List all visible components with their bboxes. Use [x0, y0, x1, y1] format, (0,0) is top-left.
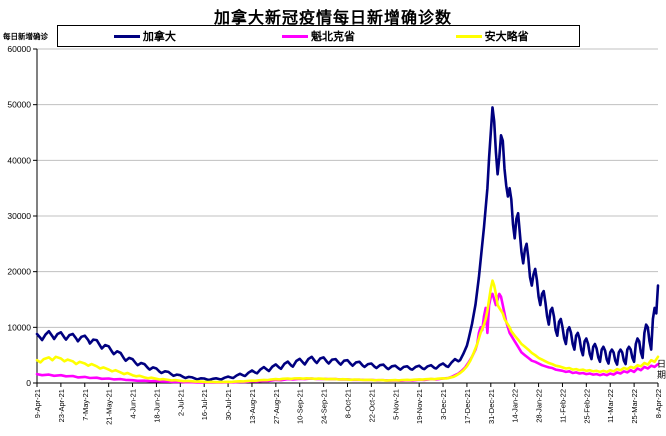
x-tick-label: 14-Jan-22	[511, 389, 520, 423]
x-tick-label: 8-Oct-21	[344, 389, 353, 418]
legend-label-canada: 加拿大	[142, 31, 176, 43]
x-tick-label: 27-Aug-21	[272, 389, 281, 424]
x-tick-label: 11-Feb-22	[558, 389, 567, 423]
x-tick-label: 21-May-21	[105, 389, 114, 425]
legend-item-quebec[interactable]: 魁北克省	[232, 28, 406, 44]
y-tick-label: 40000	[7, 155, 31, 165]
legend: 加拿大 魁北克省 安大略省	[57, 25, 580, 47]
x-tick-label: 17-Dec-21	[463, 389, 472, 424]
x-tick-label: 24-Sep-21	[320, 389, 329, 424]
y-tick-label: 30000	[7, 211, 31, 221]
x-tick-label: 16-Jul-21	[200, 389, 209, 420]
x-tick-label: 11-Mar-22	[606, 389, 615, 423]
x-tick-label: 31-Dec-21	[487, 389, 496, 424]
x-axis-title: 日期	[657, 359, 666, 380]
series-line-canada[interactable]	[35, 106, 660, 382]
x-tick-label: 13-Aug-21	[248, 389, 257, 424]
y-tick-label: 10000	[7, 322, 31, 332]
y-tick-label: 60000	[7, 44, 31, 54]
x-tick-label: 22-Oct-21	[367, 389, 376, 422]
x-tick-label: 4-Jun-21	[129, 389, 138, 419]
x-tick-label: 19-Nov-21	[415, 389, 424, 424]
x-tick-label: 10-Sep-21	[296, 389, 305, 424]
x-tick-label: 7-May-21	[81, 389, 90, 421]
y-tick-label: 50000	[7, 100, 31, 110]
x-tick-label: 5-Nov-21	[391, 389, 400, 420]
canada-line-swatch	[113, 34, 140, 38]
x-tick-label: 9-Apr-21	[33, 389, 42, 418]
x-tick-label: 25-Feb-22	[582, 389, 591, 424]
legend-label-quebec: 魁北克省	[311, 31, 355, 43]
x-tick-label: 8-Apr-22	[654, 389, 663, 418]
x-tick-label: 23-Apr-21	[57, 389, 66, 422]
x-tick-label: 3-Dec-21	[439, 389, 448, 420]
legend-item-canada[interactable]: 加拿大	[58, 28, 232, 44]
x-tick-label: 30-Jul-21	[224, 389, 233, 420]
legend-label-ontario: 安大略省	[484, 31, 529, 43]
legend-item-ontario[interactable]: 安大略省	[405, 28, 579, 44]
x-tick-label: 18-Jun-21	[152, 389, 161, 423]
y-tick-label: 0	[26, 378, 31, 388]
x-tick-label: 28-Jan-22	[535, 389, 544, 423]
series-line-ontario[interactable]	[35, 279, 660, 384]
quebec-line-swatch	[282, 34, 308, 38]
x-tick-label: 2-Jul-21	[176, 389, 185, 416]
y-axis-title: 每日新增确诊	[3, 32, 48, 41]
ontario-line-swatch	[455, 34, 482, 38]
y-tick-label: 20000	[7, 267, 31, 277]
chart-title: 加拿大新冠疫情每日新增确诊数	[213, 10, 452, 27]
x-tick-label: 25-Mar-22	[630, 389, 639, 424]
